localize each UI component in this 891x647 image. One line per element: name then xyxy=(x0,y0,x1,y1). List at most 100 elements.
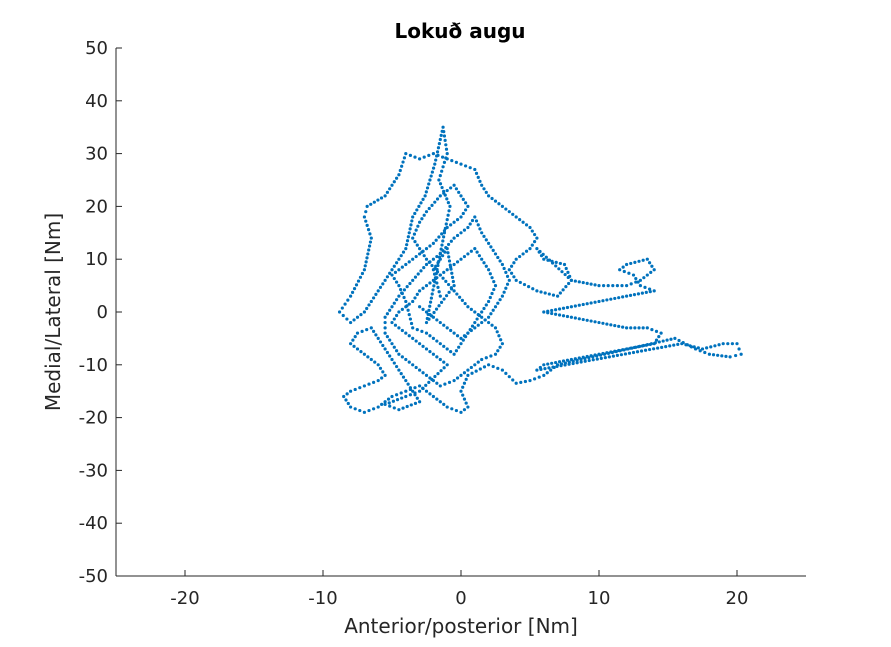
data-point xyxy=(615,284,620,288)
data-point xyxy=(365,256,369,260)
data-point xyxy=(414,254,418,259)
data-point xyxy=(439,133,443,138)
data-point xyxy=(546,311,550,315)
data-point xyxy=(376,198,380,202)
data-point xyxy=(393,270,398,274)
data-point xyxy=(424,373,429,377)
data-point xyxy=(462,381,467,385)
y-tick-label: 20 xyxy=(85,196,108,217)
data-point xyxy=(356,279,361,283)
data-point xyxy=(422,254,426,258)
data-point xyxy=(539,367,543,371)
data-point xyxy=(543,291,547,295)
data-point xyxy=(673,336,677,340)
data-point xyxy=(452,183,456,187)
data-point xyxy=(442,160,447,164)
data-point xyxy=(452,284,456,288)
data-point xyxy=(355,347,360,351)
data-point xyxy=(510,264,514,268)
data-point xyxy=(496,366,500,370)
data-point xyxy=(437,235,441,239)
x-tick-label: 0 xyxy=(455,588,466,609)
data-point xyxy=(374,333,378,337)
data-point xyxy=(557,313,562,317)
data-point xyxy=(446,213,450,217)
data-point xyxy=(438,342,442,346)
data-point xyxy=(579,357,583,362)
data-point xyxy=(563,272,567,277)
data-point xyxy=(440,169,444,173)
data-point xyxy=(353,387,357,392)
data-point xyxy=(542,310,546,314)
data-point xyxy=(610,350,614,355)
data-point xyxy=(401,160,405,164)
data-point xyxy=(459,336,463,340)
data-point xyxy=(455,260,460,264)
data-point xyxy=(589,282,593,286)
data-point xyxy=(418,342,422,346)
data-point xyxy=(355,331,360,335)
data-point xyxy=(510,271,514,275)
data-point xyxy=(362,352,366,356)
data-point xyxy=(364,219,368,223)
data-point xyxy=(383,315,387,319)
data-point xyxy=(618,349,622,353)
data-point xyxy=(709,345,713,349)
data-point xyxy=(478,179,482,183)
data-point xyxy=(720,354,724,358)
data-point xyxy=(625,284,629,288)
data-point xyxy=(360,271,365,276)
data-point xyxy=(657,335,661,339)
data-point xyxy=(507,210,511,214)
data-point xyxy=(367,248,371,252)
data-point xyxy=(462,254,467,259)
data-point xyxy=(577,303,581,307)
data-point xyxy=(388,187,392,191)
data-point xyxy=(458,295,462,299)
data-point xyxy=(489,245,493,249)
data-point xyxy=(597,299,601,304)
data-point xyxy=(455,292,459,296)
data-point xyxy=(450,407,454,411)
data-point xyxy=(441,239,445,243)
data-point xyxy=(408,281,412,286)
data-point xyxy=(480,183,484,187)
data-point xyxy=(464,208,468,212)
data-point xyxy=(480,357,484,362)
data-point xyxy=(466,225,470,230)
data-point xyxy=(595,354,599,358)
data-point xyxy=(573,279,577,283)
data-point xyxy=(427,182,431,186)
data-point xyxy=(487,363,491,367)
data-point xyxy=(437,290,441,294)
data-point xyxy=(639,349,644,353)
data-point xyxy=(547,258,552,262)
data-point xyxy=(383,373,387,377)
data-point xyxy=(415,292,419,296)
data-point xyxy=(390,305,394,309)
data-point xyxy=(587,358,591,363)
data-point xyxy=(411,278,415,282)
data-point xyxy=(428,300,433,304)
data-point xyxy=(492,280,496,284)
data-point xyxy=(405,243,409,247)
data-point xyxy=(627,351,632,355)
data-point xyxy=(473,167,477,172)
data-point xyxy=(593,320,597,324)
data-point xyxy=(571,359,575,363)
data-point xyxy=(484,356,488,360)
data-point xyxy=(495,330,499,334)
data-point xyxy=(451,279,455,284)
data-point xyxy=(490,276,494,280)
data-point xyxy=(444,222,448,226)
data-point xyxy=(531,287,535,291)
data-point xyxy=(643,348,648,352)
data-point xyxy=(400,396,404,400)
y-tick-label: -40 xyxy=(79,513,108,534)
data-point xyxy=(400,355,404,359)
data-point xyxy=(428,244,432,248)
data-point xyxy=(491,364,495,369)
data-point xyxy=(473,363,477,367)
data-point xyxy=(628,293,633,298)
data-point xyxy=(466,252,470,256)
